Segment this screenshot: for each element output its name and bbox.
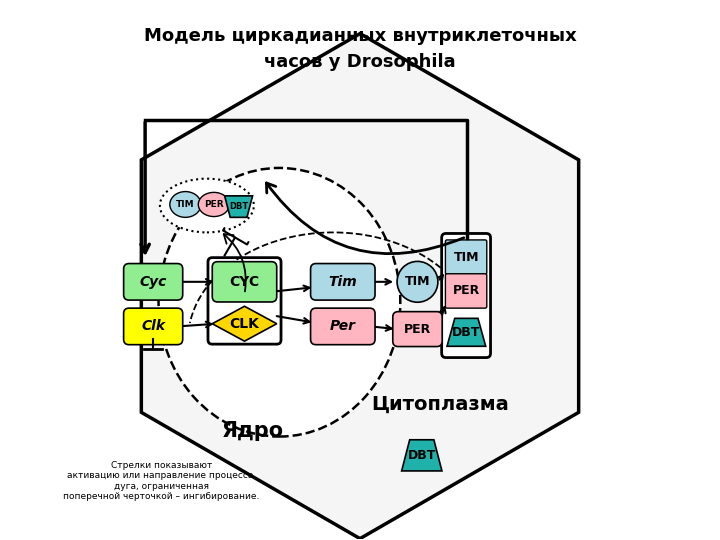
FancyBboxPatch shape [310, 264, 375, 300]
Text: Цитоплазма: Цитоплазма [372, 395, 510, 414]
Text: PER: PER [453, 285, 480, 298]
Ellipse shape [170, 192, 201, 218]
Text: Стрелки показывают
активацию или направление процесса,
дуга, ограниченная
попере: Стрелки показывают активацию или направл… [63, 461, 259, 501]
Polygon shape [212, 306, 276, 341]
Polygon shape [447, 319, 486, 346]
FancyBboxPatch shape [446, 274, 487, 308]
FancyBboxPatch shape [310, 308, 375, 345]
Polygon shape [402, 440, 442, 471]
Ellipse shape [158, 168, 400, 436]
Text: часов у Drosophila: часов у Drosophila [264, 52, 456, 71]
Text: DBT: DBT [452, 326, 480, 339]
Text: DBT: DBT [408, 449, 436, 462]
Text: Per: Per [330, 319, 356, 333]
FancyBboxPatch shape [446, 240, 487, 274]
Text: PER: PER [404, 322, 431, 335]
Text: Модель циркадианных внутриклеточных: Модель циркадианных внутриклеточных [143, 28, 577, 45]
Text: DBT: DBT [229, 202, 248, 211]
Polygon shape [225, 196, 253, 218]
FancyBboxPatch shape [124, 264, 183, 300]
Text: Tim: Tim [328, 275, 357, 289]
Text: TIM: TIM [405, 275, 431, 288]
Ellipse shape [198, 192, 230, 217]
Text: Cyc: Cyc [140, 275, 167, 289]
FancyArrowPatch shape [266, 183, 464, 254]
Text: Clk: Clk [141, 319, 165, 333]
Polygon shape [141, 33, 579, 538]
FancyBboxPatch shape [124, 308, 183, 345]
Text: PER: PER [204, 200, 224, 209]
FancyBboxPatch shape [212, 262, 276, 302]
FancyBboxPatch shape [441, 233, 490, 357]
Text: CLK: CLK [230, 317, 259, 330]
Ellipse shape [160, 179, 254, 232]
Text: TIM: TIM [176, 200, 194, 209]
FancyBboxPatch shape [393, 312, 442, 347]
Text: Ядро: Ядро [222, 421, 284, 441]
Circle shape [397, 261, 438, 302]
Text: TIM: TIM [454, 251, 479, 264]
FancyArrowPatch shape [224, 234, 246, 292]
Text: CYC: CYC [230, 275, 259, 289]
